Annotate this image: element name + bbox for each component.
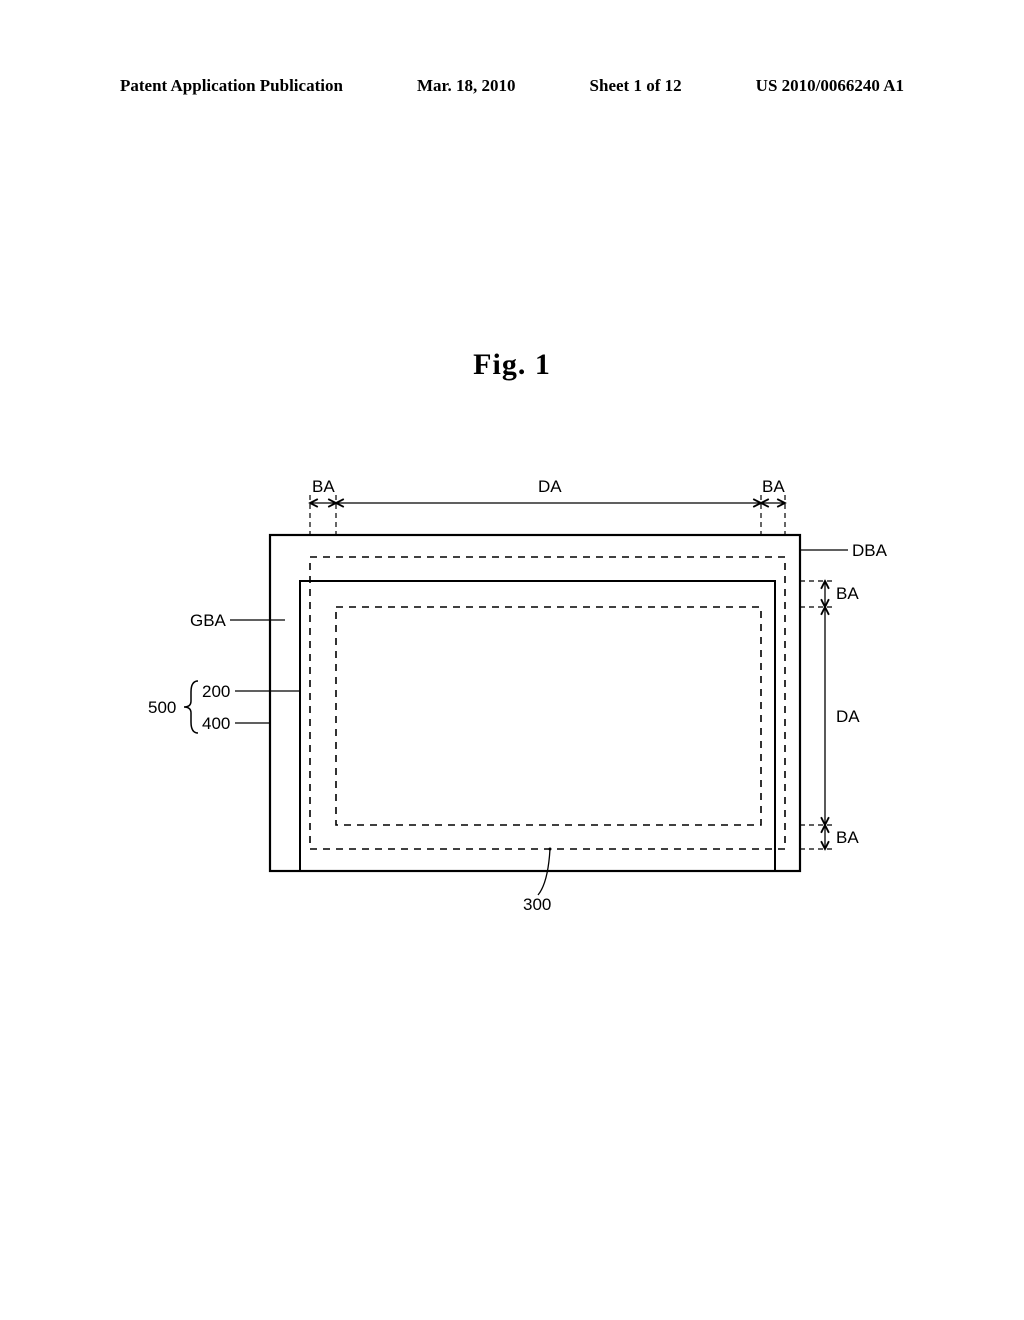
label-500: 500 bbox=[148, 698, 176, 718]
label-200: 200 bbox=[202, 682, 230, 702]
leader-300-dot bbox=[549, 848, 552, 851]
figure-title: Fig. 1 bbox=[0, 348, 1024, 382]
label-400: 400 bbox=[202, 714, 230, 734]
label-300: 300 bbox=[523, 895, 551, 915]
diagram-container: BA DA BA DBA BA DA BA GBA 500 200 400 30… bbox=[120, 495, 900, 945]
outer-rect bbox=[270, 535, 800, 871]
pub-date: Mar. 18, 2010 bbox=[417, 76, 516, 96]
label-ba-right-bottom: BA bbox=[836, 828, 859, 848]
label-ba-top-left: BA bbox=[312, 477, 335, 497]
diagram-svg bbox=[120, 495, 900, 945]
label-ba-right-top: BA bbox=[836, 584, 859, 604]
pub-number: US 2010/0066240 A1 bbox=[756, 76, 904, 96]
pub-type: Patent Application Publication bbox=[120, 76, 343, 96]
label-da-right: DA bbox=[836, 707, 860, 727]
sheet-num: Sheet 1 of 12 bbox=[590, 76, 682, 96]
label-gba: GBA bbox=[190, 611, 226, 631]
label-da-top: DA bbox=[538, 477, 562, 497]
dashed-outer-rect bbox=[310, 557, 785, 849]
label-dba: DBA bbox=[852, 541, 887, 561]
brace-500 bbox=[184, 681, 198, 733]
dashed-inner-rect bbox=[336, 607, 761, 825]
inner-solid-rect bbox=[300, 581, 775, 871]
label-ba-top-right: BA bbox=[762, 477, 785, 497]
